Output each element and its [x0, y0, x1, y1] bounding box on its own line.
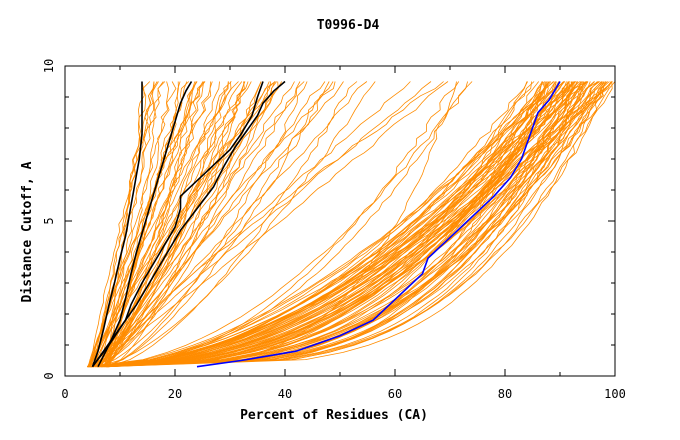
model-line [87, 81, 473, 368]
model-line [88, 81, 613, 368]
model-line [90, 81, 552, 368]
model-line [99, 81, 612, 368]
model-line [89, 81, 301, 367]
highlighted-model-lines [91, 80, 561, 368]
x-tick-label: 80 [498, 387, 512, 401]
highlight-black-line [91, 81, 264, 368]
model-line [90, 81, 564, 368]
background-model-lines [87, 81, 616, 368]
model-line [108, 81, 196, 367]
model-line [94, 81, 279, 367]
model-line [97, 81, 376, 368]
model-line [102, 81, 198, 368]
model-line [99, 81, 444, 367]
model-line [102, 81, 460, 368]
model-line [89, 81, 205, 367]
model-line [91, 81, 276, 368]
model-line [107, 81, 245, 368]
model-line [107, 81, 550, 368]
model-line [106, 81, 204, 367]
axis-ticks [64, 65, 616, 377]
highlight-black-line [91, 81, 143, 367]
model-line [90, 81, 197, 367]
model-line [104, 81, 605, 368]
model-line [101, 81, 549, 368]
model-line [94, 81, 607, 368]
model-line [88, 81, 229, 367]
model-line [95, 81, 164, 367]
model-line [96, 81, 573, 368]
x-tick-label: 0 [61, 387, 68, 401]
model-line [105, 81, 600, 368]
model-line [89, 81, 574, 368]
y-axis-label: Distance Cutoff, A [20, 161, 35, 302]
x-tick-label: 20 [168, 387, 182, 401]
model-line [104, 81, 595, 368]
model-line [102, 81, 368, 367]
highlight-black-line [97, 81, 193, 368]
model-line [108, 81, 582, 368]
model-line [87, 81, 570, 368]
model-line [94, 81, 220, 368]
model-line [92, 81, 276, 367]
model-line [88, 81, 575, 368]
model-line [87, 81, 276, 367]
model-line [98, 81, 344, 367]
model-line [87, 81, 206, 367]
model-line [96, 81, 560, 368]
model-line [94, 81, 547, 368]
model-line [93, 81, 550, 368]
x-tick-label: 100 [604, 387, 626, 401]
y-tick-label: 0 [42, 372, 56, 379]
model-line [89, 81, 588, 368]
highlight-blue-line [196, 81, 561, 368]
x-tick-label: 40 [278, 387, 292, 401]
model-line [97, 81, 330, 368]
model-line [103, 81, 213, 367]
x-axis-label: Percent of Residues (CA) [240, 408, 428, 423]
model-line [105, 81, 308, 368]
model-line [96, 81, 305, 368]
model-line [95, 81, 612, 368]
model-line [105, 81, 334, 368]
model-line [103, 81, 616, 368]
model-line [88, 81, 468, 368]
model-line [93, 81, 159, 367]
model-line [108, 81, 570, 368]
model-line [89, 81, 556, 368]
model-line [99, 81, 232, 368]
model-line [90, 81, 449, 368]
y-tick-label: 5 [42, 217, 56, 224]
model-line [89, 81, 598, 368]
x-tick-label: 60 [388, 387, 402, 401]
model-line [100, 81, 566, 368]
model-line [103, 81, 583, 368]
model-line [108, 81, 358, 368]
model-line [90, 81, 232, 368]
model-line [97, 81, 543, 368]
model-line [100, 81, 600, 368]
model-line [88, 81, 613, 368]
model-line [88, 81, 557, 368]
model-line [106, 81, 546, 368]
chart-title: T0996-D4 [317, 18, 380, 33]
model-line [95, 81, 204, 368]
model-line [93, 81, 603, 368]
highlight-black-line [91, 80, 286, 368]
model-line [91, 81, 613, 368]
y-tick-label: 10 [42, 59, 56, 73]
model-line [108, 81, 608, 368]
tick-labels: 0 20 40 60 80 100 0 5 10 [42, 59, 626, 401]
model-line [90, 81, 543, 368]
model-line [93, 81, 249, 367]
